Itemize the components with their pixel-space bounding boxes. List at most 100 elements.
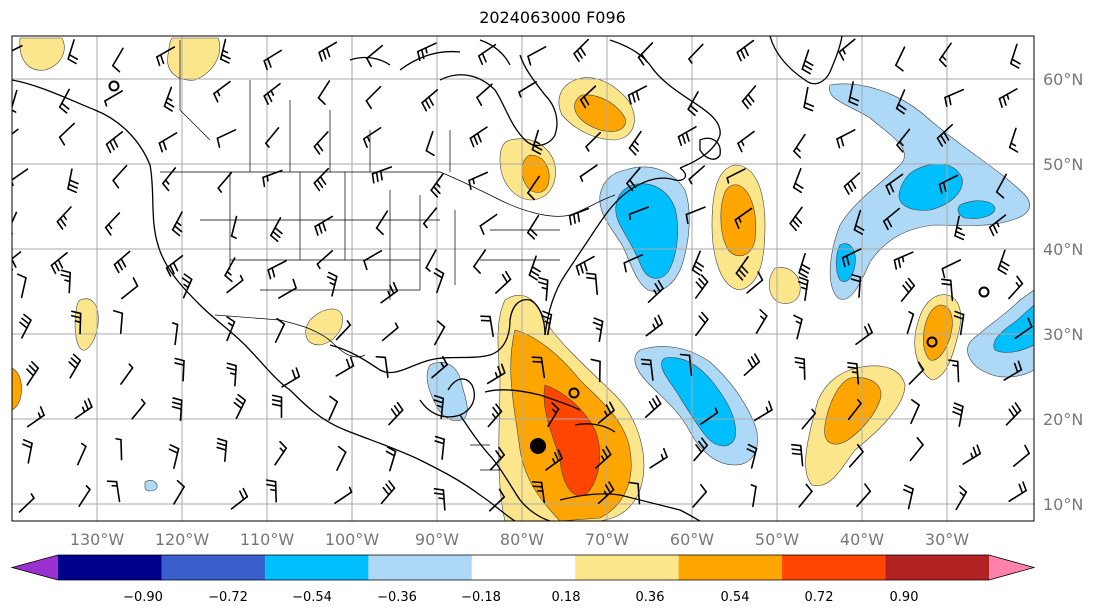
wind-barb — [527, 175, 540, 201]
wind-barb — [265, 479, 277, 503]
wind-barb — [679, 353, 693, 377]
wind-barb — [277, 278, 297, 299]
colorbar-segment — [368, 555, 473, 580]
wind-barb — [801, 49, 814, 75]
wind-barb — [526, 214, 540, 240]
wind-barb — [281, 367, 301, 388]
wind-barb — [162, 167, 177, 192]
lon-label: 100°W — [325, 530, 380, 549]
border-us-canada — [160, 171, 616, 217]
wind-barb — [316, 249, 334, 270]
wind-barb — [746, 443, 758, 469]
wind-barb — [104, 212, 121, 236]
wind-barb — [181, 273, 193, 299]
wind-barb — [226, 362, 237, 387]
wind-barb — [262, 169, 283, 188]
wind-barb — [797, 276, 809, 302]
coast-east-us — [544, 167, 687, 336]
wind-barb — [988, 214, 1007, 237]
wind-barb — [434, 435, 445, 460]
anomaly-neg-central-atl-core — [661, 357, 736, 447]
wind-barb — [737, 130, 755, 153]
wind-barb — [469, 126, 488, 148]
lon-label: 60°W — [670, 530, 714, 549]
wind-barb — [478, 43, 497, 65]
wind-barb — [644, 395, 662, 418]
wind-barb — [131, 398, 146, 420]
wind-barb — [885, 173, 904, 195]
wind-barb — [26, 406, 45, 428]
wind-barb — [1008, 275, 1024, 300]
border-us-states — [200, 172, 560, 300]
wind-barb — [547, 402, 560, 427]
wind-barb — [112, 47, 124, 73]
wind-barb — [263, 49, 283, 71]
wind-barb — [479, 213, 498, 235]
colorbar-labels: −0.90 −0.72 −0.54 −0.36 −0.18 0.18 0.36 … — [123, 590, 918, 605]
wind-barb — [754, 400, 773, 422]
wind-barb — [647, 280, 664, 303]
wind-barb — [380, 480, 396, 505]
lon-label: 110°W — [240, 530, 295, 549]
wind-barb — [628, 206, 649, 221]
wind-barb — [1005, 402, 1022, 426]
colorbar-segment — [782, 555, 887, 580]
wind-barb — [645, 314, 664, 337]
lon-label: 120°W — [155, 530, 210, 549]
wind-barb — [12, 44, 23, 52]
wind-barb — [120, 363, 134, 385]
wind-barb — [798, 483, 813, 508]
coast-gulf-mexico — [329, 299, 546, 374]
wind-barb — [226, 316, 236, 342]
wind-barb — [1008, 127, 1019, 153]
wind-barb — [726, 168, 746, 184]
wind-barb — [1008, 481, 1027, 502]
map-frame — [11, 35, 1035, 522]
wind-barb — [531, 356, 546, 379]
wind-barb — [791, 443, 804, 467]
wind-barb — [623, 253, 644, 273]
wind-barb — [700, 407, 719, 425]
wind-barb — [433, 488, 446, 511]
wind-barb — [743, 353, 761, 376]
border-central-america — [470, 444, 500, 471]
lat-label: 20°N — [1043, 410, 1083, 429]
political-boundaries — [160, 40, 616, 471]
colorbar-tick-label: 0.54 — [721, 590, 750, 605]
wind-barb — [850, 273, 862, 298]
wind-barb — [16, 273, 27, 299]
wind-barb — [380, 281, 399, 304]
coast-central-america — [459, 414, 551, 521]
lat-label: 30°N — [1043, 325, 1083, 344]
colorbar-segment — [575, 555, 680, 580]
colorbar-tick-label: −0.90 — [123, 590, 163, 605]
lat-label: 50°N — [1043, 155, 1083, 174]
wind-barb — [527, 46, 547, 66]
wind-barb — [271, 394, 283, 419]
wind-barb — [318, 41, 338, 62]
wind-barb — [115, 437, 123, 461]
wind-barb — [1014, 317, 1033, 339]
wind-barb — [741, 85, 757, 110]
coast-hispaniola — [574, 423, 616, 433]
wind-barb — [841, 248, 862, 268]
wind-barb — [58, 88, 70, 114]
wind-barb — [430, 173, 444, 198]
coast-arctic-islands — [349, 39, 511, 71]
wind-barb — [385, 446, 397, 472]
wind-barb — [997, 249, 1010, 275]
wind-barb — [803, 86, 815, 112]
colorbar-segment — [264, 555, 369, 580]
wind-barb — [895, 46, 906, 72]
wind-barb — [171, 211, 183, 237]
wind-barb — [793, 133, 806, 159]
anomaly-neg-east-atl-core — [993, 304, 1034, 353]
wind-barb — [755, 309, 768, 334]
wind-barb — [687, 91, 699, 117]
lon-label: 80°W — [500, 530, 544, 549]
wind-barb — [750, 484, 757, 508]
wind-barb — [12, 128, 19, 136]
colorbar — [10, 554, 1036, 581]
wind-barb — [734, 207, 753, 230]
wind-barb — [68, 353, 82, 379]
